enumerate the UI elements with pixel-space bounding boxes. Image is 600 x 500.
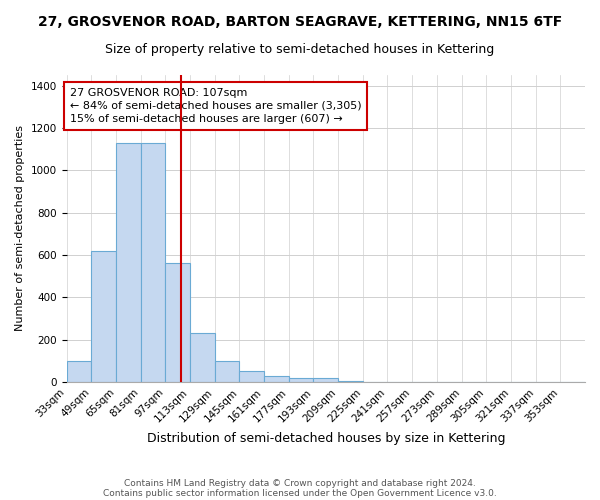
Bar [190, 334, 215, 382]
Text: Contains HM Land Registry data © Crown copyright and database right 2024.: Contains HM Land Registry data © Crown c… [124, 478, 476, 488]
Bar [215, 361, 239, 382]
Bar [313, 378, 338, 382]
Bar [338, 381, 363, 382]
Text: Size of property relative to semi-detached houses in Kettering: Size of property relative to semi-detach… [106, 42, 494, 56]
Bar [67, 361, 91, 382]
Bar [116, 142, 140, 382]
Text: 27, GROSVENOR ROAD, BARTON SEAGRAVE, KETTERING, NN15 6TF: 27, GROSVENOR ROAD, BARTON SEAGRAVE, KET… [38, 15, 562, 29]
Bar [264, 376, 289, 382]
Bar [239, 372, 264, 382]
Y-axis label: Number of semi-detached properties: Number of semi-detached properties [15, 126, 25, 332]
Bar [165, 264, 190, 382]
Bar [91, 250, 116, 382]
Text: 27 GROSVENOR ROAD: 107sqm
← 84% of semi-detached houses are smaller (3,305)
15% : 27 GROSVENOR ROAD: 107sqm ← 84% of semi-… [70, 88, 361, 124]
X-axis label: Distribution of semi-detached houses by size in Kettering: Distribution of semi-detached houses by … [146, 432, 505, 445]
Bar [140, 142, 165, 382]
Text: Contains public sector information licensed under the Open Government Licence v3: Contains public sector information licen… [103, 488, 497, 498]
Bar [289, 378, 313, 382]
